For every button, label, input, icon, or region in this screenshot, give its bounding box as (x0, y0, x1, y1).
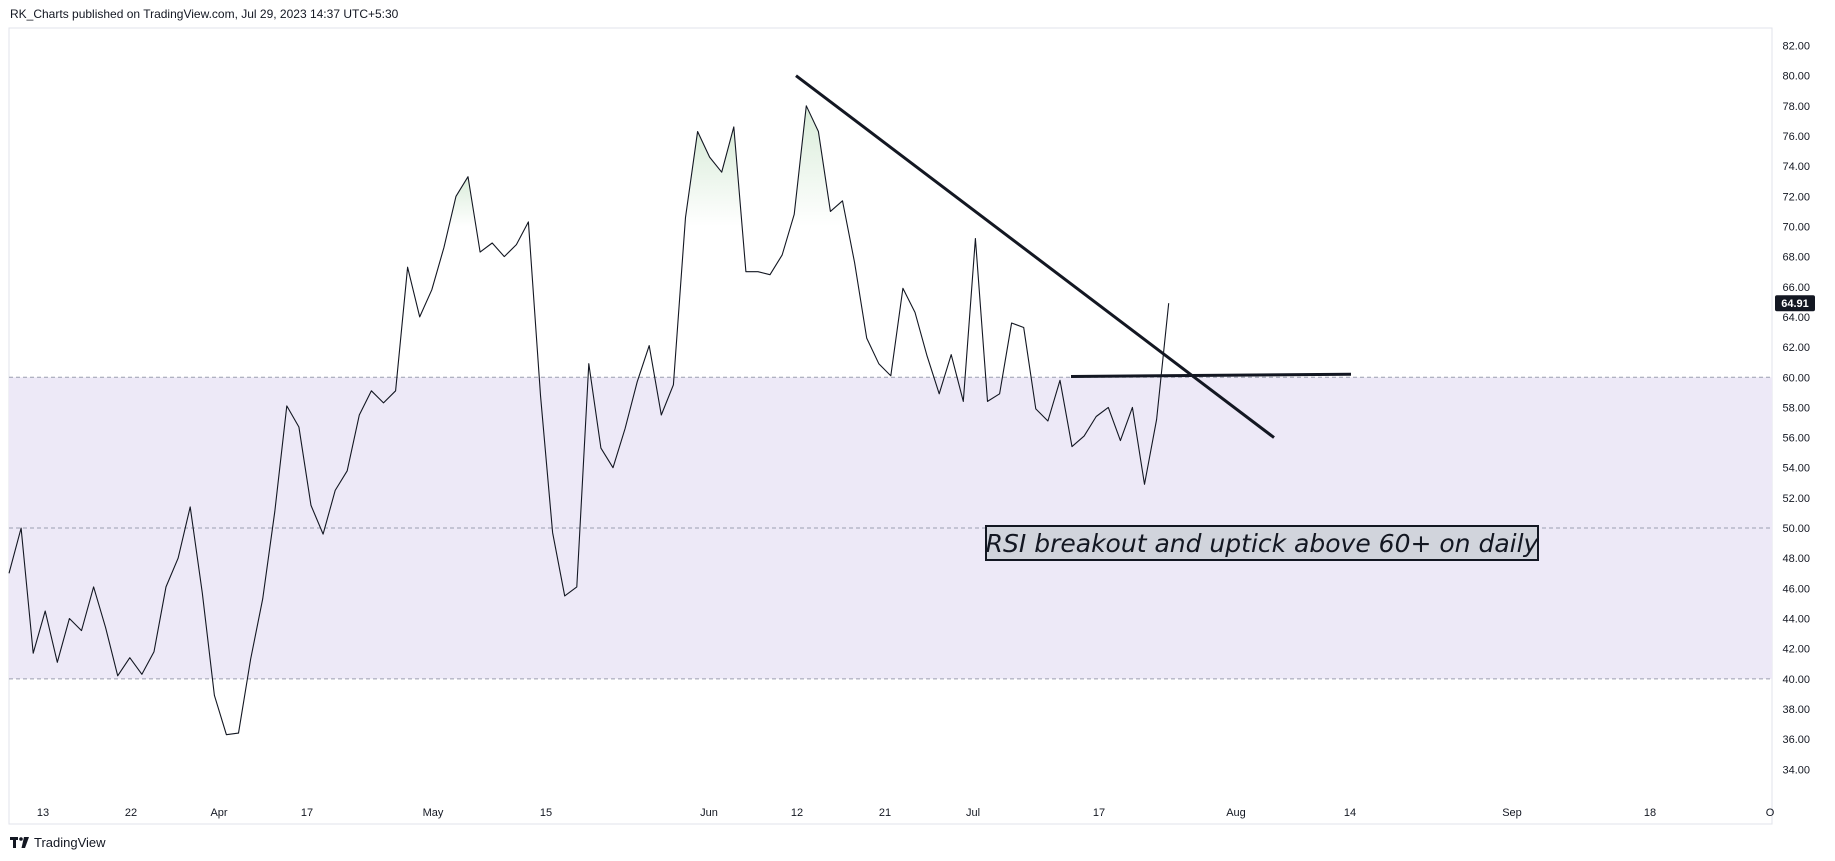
y-tick-label: 44.00 (1782, 614, 1810, 626)
y-tick-label: 48.00 (1782, 553, 1810, 565)
y-tick-label: 34.00 (1782, 764, 1810, 776)
rsi-line (8, 105, 1170, 736)
y-tick-label: 76.00 (1782, 131, 1810, 143)
y-tick-label: 40.00 (1782, 674, 1810, 686)
y-tick-label: 80.00 (1782, 71, 1810, 83)
tradingview-logo-icon (10, 836, 29, 848)
trendline (795, 74, 1275, 439)
x-tick-label: 22 (125, 807, 137, 819)
price-axis[interactable]: 34.00 36.00 38.00 40.00 42.00 44.00 46.00 48.00… (1775, 41, 1815, 777)
last-value-badge (1775, 295, 1815, 312)
y-tick-label: 70.00 (1782, 221, 1810, 233)
time-axis[interactable]: 13 22 Apr 17 May 15 Jun 12 21 Jul 17 Aug 14 Sep 18 O (37, 807, 1775, 819)
x-tick-label: O (1766, 807, 1775, 819)
rsi-series (8, 105, 1170, 736)
y-tick-label: 64.00 (1782, 312, 1810, 324)
x-tick-label: Jun (700, 807, 718, 819)
x-tick-label: 13 (37, 807, 49, 819)
y-tick-label: 74.00 (1782, 161, 1810, 173)
x-tick-label: 17 (301, 807, 313, 819)
y-tick-label: 36.00 (1782, 734, 1810, 746)
y-tick-label: 72.00 (1782, 191, 1810, 203)
overbought-fill (448, 105, 848, 227)
y-tick-label: 62.00 (1782, 342, 1810, 354)
y-tick-label: 58.00 (1782, 402, 1810, 414)
y-tick-label: 46.00 (1782, 583, 1810, 595)
tradingview-brand[interactable]: TradingView (10, 835, 106, 850)
drawing-tools[interactable] (795, 74, 1352, 439)
y-tick-label: 82.00 (1782, 41, 1810, 53)
x-tick-label: Apr (210, 807, 227, 819)
tradingview-brand-label: TradingView (34, 835, 106, 850)
y-tick-label: 38.00 (1782, 704, 1810, 716)
annotation-text: RSI breakout and uptick above 60+ on dai… (985, 528, 1539, 558)
y-tick-label: 60.00 (1782, 372, 1810, 384)
x-tick-label: 12 (791, 807, 803, 819)
x-tick-label: Sep (1502, 807, 1522, 819)
x-tick-label: May (423, 807, 444, 819)
y-tick-label: 54.00 (1782, 463, 1810, 475)
y-tick-label: 50.00 (1782, 523, 1810, 535)
y-tick-label: 56.00 (1782, 433, 1810, 445)
y-tick-label: 68.00 (1782, 252, 1810, 264)
y-tick-label: 52.00 (1782, 493, 1810, 505)
overbought-area (684, 126, 743, 227)
x-tick-label: 15 (540, 807, 552, 819)
x-tick-label: 18 (1644, 807, 1656, 819)
last-value-label: 64.91 (1781, 298, 1809, 310)
x-tick-label: 17 (1093, 807, 1105, 819)
publish-header: RK_Charts published on TradingView.com, … (10, 7, 399, 21)
overbought-area (448, 176, 477, 227)
y-tick-label: 42.00 (1782, 644, 1810, 656)
x-tick-label: 14 (1344, 807, 1356, 819)
breakout-level-line (1070, 372, 1352, 379)
annotation-box[interactable]: RSI breakout and uptick above 60+ on dai… (985, 525, 1539, 561)
x-tick-label: 21 (879, 807, 891, 819)
overbought-area (790, 105, 848, 227)
x-tick-label: Jul (966, 807, 980, 819)
x-tick-label: Aug (1226, 807, 1246, 819)
y-tick-label: 66.00 (1782, 282, 1810, 294)
y-tick-label: 78.00 (1782, 101, 1810, 113)
